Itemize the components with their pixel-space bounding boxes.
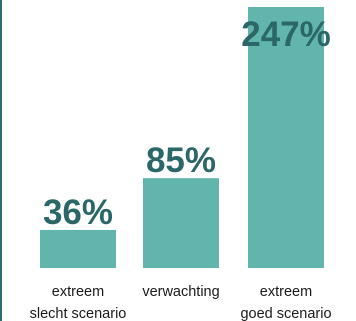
value-label-2: 247% xyxy=(241,15,331,54)
bar-0 xyxy=(40,230,116,268)
category-label-2-line-1: goed scenario xyxy=(240,306,331,321)
category-labels-group: extreem slecht scenario verwachting extreem… xyxy=(30,284,332,321)
bar-1 xyxy=(143,178,219,268)
category-label-0-line-0: extreem xyxy=(52,284,104,300)
category-label-2-line-0: extreem xyxy=(260,284,312,300)
category-label-1-line-0: verwachting xyxy=(142,284,219,300)
value-label-1: 85% xyxy=(146,141,216,180)
category-label-0-line-1: slecht scenario xyxy=(30,306,127,321)
value-label-0: 36% xyxy=(43,193,113,232)
